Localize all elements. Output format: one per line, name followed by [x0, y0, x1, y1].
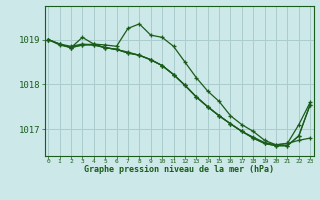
X-axis label: Graphe pression niveau de la mer (hPa): Graphe pression niveau de la mer (hPa) [84, 165, 274, 174]
